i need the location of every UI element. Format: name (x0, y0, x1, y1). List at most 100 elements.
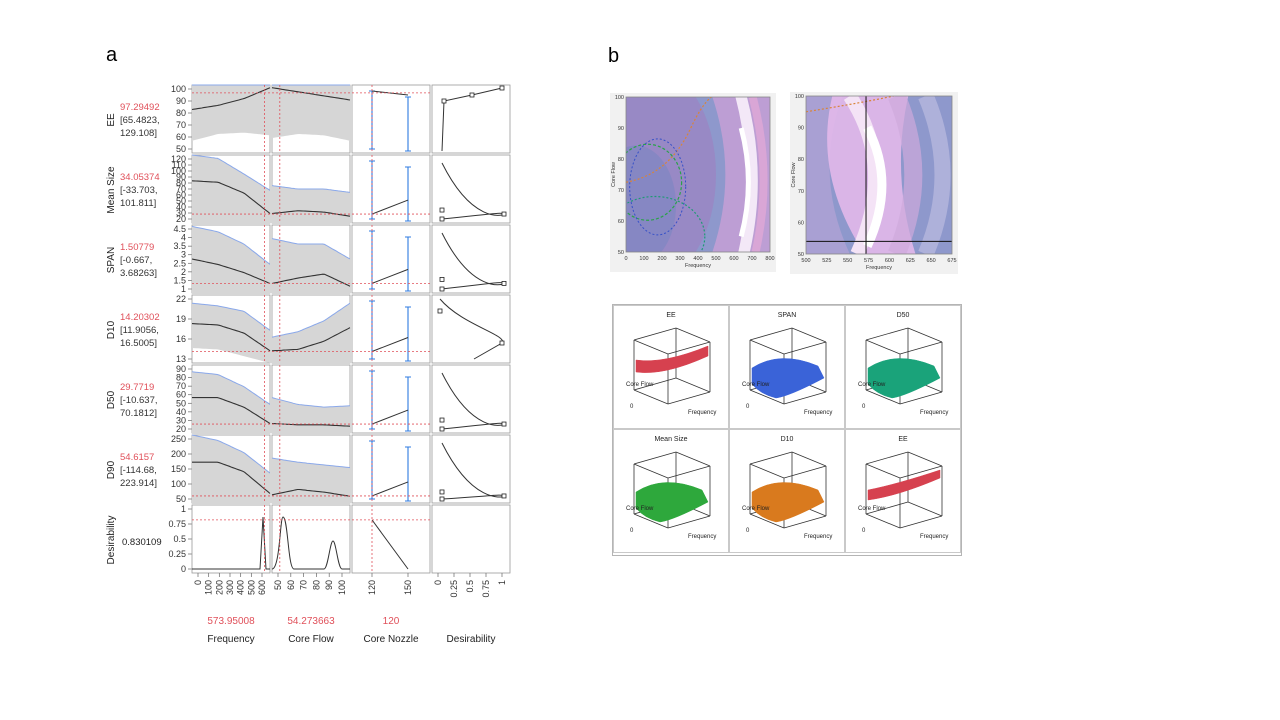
ci-band (272, 85, 350, 141)
row-current-value: 34.05374 (120, 172, 160, 183)
contour-y-tick-label: 70 (618, 188, 624, 194)
surface-core-flow-label: Core Flow (858, 506, 886, 512)
surface-frequency-label: Frequency (920, 534, 949, 540)
row-ci-lower: [-114.68, (120, 465, 157, 476)
desirability-marker (501, 280, 507, 286)
response-surface (867, 358, 941, 399)
factor-axis-core-nozzle: 120 150 120 Core Nozzle (363, 573, 419, 645)
ci-upper-edge (191, 154, 271, 191)
x-tick-label: 0.75 (481, 580, 491, 598)
factor-current-value: 573.95008 (207, 616, 255, 627)
contour-x-label: Frequency (685, 263, 711, 269)
x-tick-label: 200 (214, 580, 224, 595)
cube-edge (633, 327, 677, 341)
y-tick-label: 40 (176, 407, 186, 417)
x-tick-label: 0.25 (449, 580, 459, 598)
cube-edge (633, 513, 669, 529)
row-ci-upper: 223.914] (120, 478, 157, 489)
factor-label: Desirability (447, 634, 496, 645)
row-ci-lower: [65.4823, (120, 115, 160, 126)
contour-plots: 0 100 200 300 400 500 600 700 800 50 60 70 80 90 100 Fr… (610, 92, 958, 274)
contour-region (738, 127, 751, 238)
y-tick-label: 100 (171, 166, 186, 176)
prediction-curve (192, 397, 271, 424)
factor-label: Core Flow (288, 634, 334, 645)
cube-edge (865, 327, 909, 341)
contour-x-tick-label: 500 (711, 256, 720, 262)
contour-x-tick-label: 550 (843, 258, 852, 264)
contour-region (888, 96, 923, 254)
surface-plot-canvas (865, 327, 943, 405)
factor-label: Frequency (207, 634, 254, 645)
cube-edge (749, 513, 785, 529)
cube-edge (899, 341, 943, 355)
contour-x-tick-label: 625 (906, 258, 915, 264)
profiler-cell (351, 364, 431, 434)
ci-upper-edge (271, 457, 351, 469)
contour-region (806, 96, 850, 254)
surface-core-flow-label: Core Flow (742, 506, 770, 512)
cube-edge (865, 463, 901, 479)
contour-y-label: Core Flow (791, 162, 797, 187)
x-tick-label: 0 (193, 580, 203, 585)
x-tick-label: 150 (403, 580, 413, 595)
cube-edge (791, 451, 827, 467)
contour-x-label: Frequency (866, 265, 892, 271)
surface-plot-title: D10 (780, 436, 794, 443)
contour-border (805, 95, 953, 255)
contour-y-tick-label: 100 (795, 94, 804, 100)
cube-edge (865, 451, 909, 465)
prediction-curve (271, 327, 351, 352)
y-tick-label: 19 (176, 314, 186, 324)
cube-edge (667, 391, 711, 405)
surface-core-flow-label: Core Flow (626, 382, 654, 388)
y-tick-label: 30 (176, 208, 186, 218)
y-tick-label: 50 (176, 144, 186, 154)
contour-x-tick-label: 650 (927, 258, 936, 264)
nozzle-line (371, 268, 409, 284)
surface-origin-label: 0 (746, 404, 750, 410)
row-current-value: 14.20302 (120, 312, 160, 323)
prediction-curve (271, 488, 351, 497)
row-current-value: 97.29492 (120, 102, 160, 113)
x-tick-label: 100 (204, 580, 214, 595)
row-ci-upper: 70.1812] (120, 408, 157, 419)
x-tick-label: 100 (337, 580, 347, 595)
contour-y-tick-label: 50 (798, 252, 804, 258)
y-tick-label: 16 (176, 334, 186, 344)
contour-x-tick-label: 525 (822, 258, 831, 264)
y-tick-label: 50 (176, 494, 186, 504)
cube-edge (675, 327, 711, 343)
y-tick-label: 20 (176, 214, 186, 224)
row-ci-upper: 129.108] (120, 128, 157, 139)
prediction-profiler: EE97.29492[65.4823,129.108]5060708090100… (106, 84, 511, 645)
cube-edge (675, 451, 711, 467)
factor-label: Core Nozzle (363, 634, 418, 645)
ci-band (192, 435, 270, 503)
desirability-profile (192, 516, 270, 570)
surface-origin-label: 0 (630, 404, 634, 410)
contour-regions (626, 97, 770, 252)
contour-y-tick-label: 60 (798, 220, 804, 226)
profiler-cell (191, 504, 271, 574)
surface-plot-canvas (749, 327, 827, 405)
surface-plot-title: EE (898, 436, 908, 443)
ci-band (192, 85, 270, 141)
desirability-marker (439, 496, 445, 502)
ci-upper-edge (191, 225, 271, 265)
desirability-marker (501, 421, 507, 427)
cube-edge (865, 501, 909, 515)
cube-edge (633, 463, 669, 479)
y-tick-label: 22 (176, 294, 186, 304)
row-label: D50 (106, 390, 117, 409)
surface-plot: EE Core Flow 0 Frequency (845, 429, 961, 553)
x-tick-label: 80 (311, 580, 321, 590)
profiler-cell (351, 504, 431, 574)
y-tick-label: 200 (171, 449, 186, 459)
x-tick-label: 50 (273, 580, 283, 590)
x-tick-label: 500 (246, 580, 256, 595)
y-tick-label: 1.5 (173, 275, 186, 285)
prediction-curve (271, 273, 351, 287)
